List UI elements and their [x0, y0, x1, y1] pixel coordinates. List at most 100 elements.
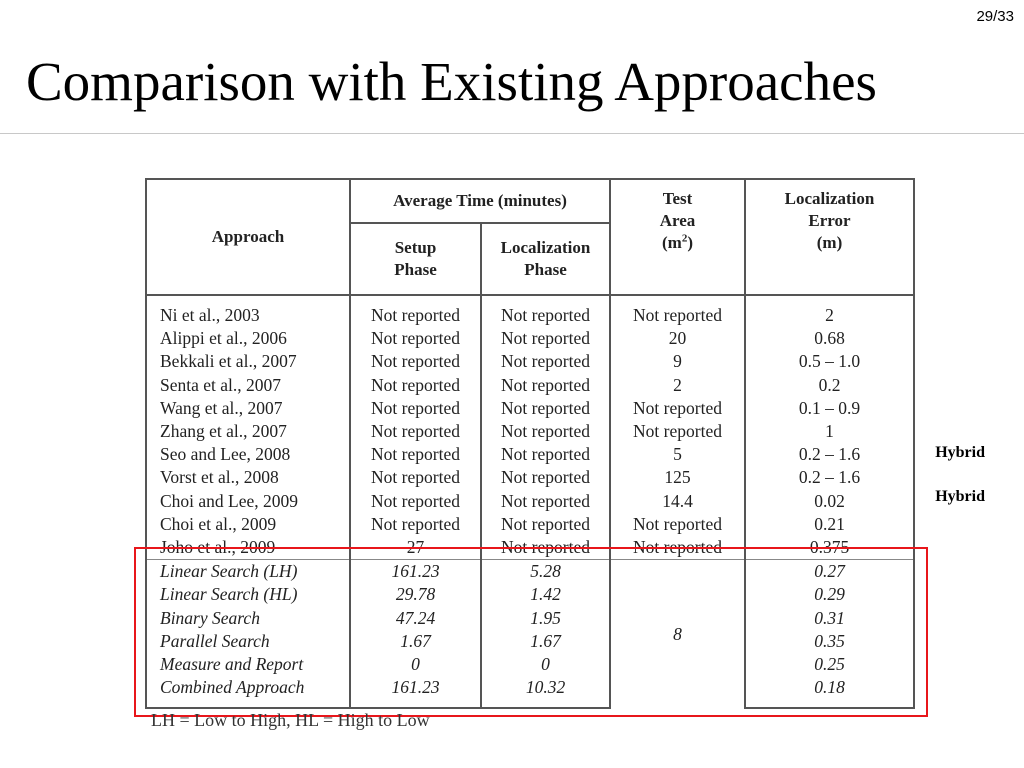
cell-error: 0.29 [744, 583, 915, 607]
table-row: Senta et al., 2007 Not reported Not repo… [145, 373, 915, 397]
cell-error: 0.1 – 0.9 [744, 396, 915, 420]
proposed-row: Measure and Report 0 0 0.25 [145, 652, 915, 676]
cell-approach: Choi and Lee, 2009 [145, 489, 351, 513]
header-approach: Approach [145, 178, 351, 296]
cell-setup: Not reported [349, 466, 482, 490]
cell-area: Not reported [609, 396, 746, 420]
proposed-row: Linear Search (LH) 161.23 5.28 8 0.27 [145, 559, 915, 709]
cell-approach: Linear Search (LH) [145, 559, 351, 584]
header-localization-error: Localization Error (m) [744, 178, 915, 296]
cell-setup: 47.24 [349, 606, 482, 630]
cell-error: 0.68 [744, 327, 915, 351]
cell-error: 0.21 [744, 512, 915, 536]
cell-setup: 161.23 [349, 676, 482, 710]
cell-localization: Not reported [480, 350, 611, 374]
cell-setup: 1.67 [349, 629, 482, 653]
cell-approach: Zhang et al., 2007 [145, 419, 351, 444]
cell-error: 0.2 – 1.6 [744, 443, 915, 467]
cell-setup: 0 [349, 652, 482, 676]
header-test-area: Test Area (m2) [609, 178, 746, 296]
cell-approach: Alippi et al., 2006 [145, 327, 351, 351]
cell-localization: Not reported [480, 295, 611, 328]
cell-localization: Not reported [480, 419, 611, 444]
title-divider [0, 133, 1024, 134]
comparison-table: Approach Average Time (minutes) Test Are… [145, 178, 915, 710]
cell-setup: Not reported [349, 396, 482, 420]
table-row: Bekkali et al., 2007 Not reported Not re… [145, 350, 915, 374]
cell-localization: 1.67 [480, 629, 611, 653]
cell-localization: Not reported [480, 512, 611, 536]
cell-localization: 0 [480, 652, 611, 676]
cell-approach: Ni et al., 2003 [145, 295, 351, 328]
table-row: Wang et al., 2007 Not reported Not repor… [145, 396, 915, 420]
page-number: 29/33 [976, 8, 1014, 25]
cell-setup: Not reported [349, 295, 482, 328]
cell-error: 0.25 [744, 652, 915, 676]
table-row: Seo and Lee, 2008 Not reported Not repor… [145, 443, 915, 467]
hybrid-annotation: Hybrid [935, 444, 985, 461]
cell-approach: Vorst et al., 2008 [145, 466, 351, 490]
proposed-row: Binary Search 47.24 1.95 0.31 [145, 606, 915, 630]
cell-error: 0.27 [744, 559, 915, 584]
cell-localization: Not reported [480, 327, 611, 351]
cell-setup: Not reported [349, 350, 482, 374]
cell-setup: Not reported [349, 373, 482, 397]
cell-error: 1 [744, 419, 915, 444]
cell-localization: Not reported [480, 466, 611, 490]
cell-approach: Bekkali et al., 2007 [145, 350, 351, 374]
slide-title: Comparison with Existing Approaches [26, 51, 877, 112]
cell-area: 14.4 [609, 489, 746, 513]
cell-localization: 10.32 [480, 676, 611, 710]
cell-area: 9 [609, 350, 746, 374]
cell-localization: 1.95 [480, 606, 611, 630]
cell-area: Not reported [609, 419, 746, 444]
cell-area: 2 [609, 373, 746, 397]
cell-area: 5 [609, 443, 746, 467]
table-row: Zhang et al., 2007 Not reported Not repo… [145, 419, 915, 444]
table-row: Alippi et al., 2006 Not reported Not rep… [145, 327, 915, 351]
cell-area: Not reported [609, 512, 746, 536]
cell-error: 0.02 [744, 489, 915, 513]
proposed-row: Parallel Search 1.67 1.67 0.35 [145, 629, 915, 653]
table-row: Choi and Lee, 2009 Not reported Not repo… [145, 489, 915, 513]
cell-localization: Not reported [480, 373, 611, 397]
header-average-time: Average Time (minutes) [349, 178, 611, 224]
cell-approach: Combined Approach [145, 676, 351, 710]
cell-error: 0.2 [744, 373, 915, 397]
cell-approach: Choi et al., 2009 [145, 512, 351, 536]
cell-approach: Seo and Lee, 2008 [145, 443, 351, 467]
cell-localization: 5.28 [480, 559, 611, 584]
cell-setup: Not reported [349, 443, 482, 467]
highlight-box [134, 547, 928, 717]
proposed-row: Combined Approach 161.23 10.32 0.18 [145, 676, 915, 710]
cell-error: 0.2 – 1.6 [744, 466, 915, 490]
cell-localization: Not reported [480, 396, 611, 420]
cell-area: 20 [609, 327, 746, 351]
table-row: Vorst et al., 2008 Not reported Not repo… [145, 466, 915, 490]
cell-approach: Parallel Search [145, 629, 351, 653]
cell-error: 0.5 – 1.0 [744, 350, 915, 374]
cell-setup: Not reported [349, 512, 482, 536]
cell-error: 2 [744, 295, 915, 328]
header-setup-phase: Setup Phase [349, 222, 482, 296]
cell-localization: 1.42 [480, 583, 611, 607]
footnote: LH = Low to High, HL = High to Low [151, 710, 430, 730]
cell-setup: Not reported [349, 489, 482, 513]
cell-approach: Senta et al., 2007 [145, 373, 351, 397]
header-localization-phase: Localization Phase [480, 222, 611, 296]
cell-approach: Binary Search [145, 606, 351, 630]
cell-localization: Not reported [480, 489, 611, 513]
cell-approach: Linear Search (HL) [145, 583, 351, 607]
proposed-row: Linear Search (HL) 29.78 1.42 0.29 [145, 583, 915, 607]
cell-area-merged: 8 [609, 559, 746, 709]
cell-setup: Not reported [349, 327, 482, 351]
cell-approach: Measure and Report [145, 652, 351, 676]
cell-area: Not reported [609, 295, 746, 328]
cell-localization: Not reported [480, 443, 611, 467]
cell-approach: Wang et al., 2007 [145, 396, 351, 420]
table-row: Ni et al., 2003 Not reported Not reporte… [145, 295, 915, 328]
cell-area: 125 [609, 466, 746, 490]
hybrid-annotation: Hybrid [935, 488, 985, 505]
cell-setup: Not reported [349, 419, 482, 444]
cell-setup: 161.23 [349, 559, 482, 584]
